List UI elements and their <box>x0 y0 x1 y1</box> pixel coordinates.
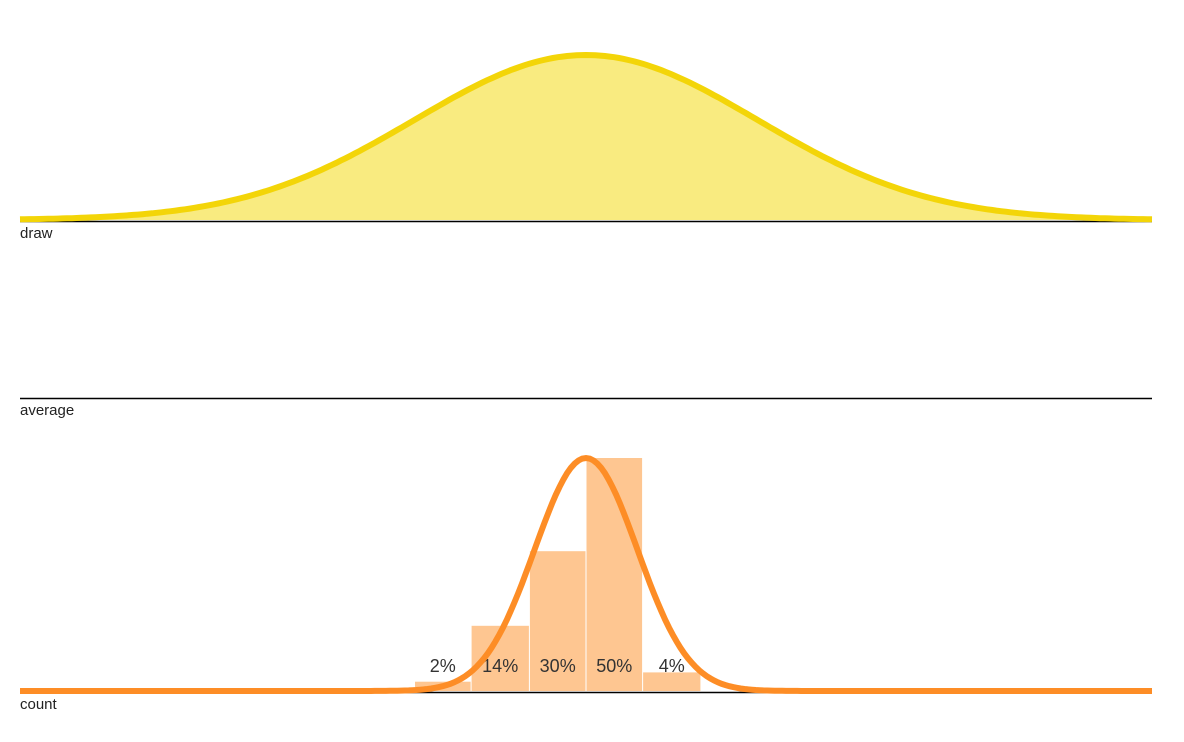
count-label: count <box>20 696 58 713</box>
count-density-curve <box>20 454 1152 694</box>
count-bar-label-0: 2% <box>430 656 456 676</box>
count-panel: 2% 14% 30% 50% 4% count <box>20 454 1152 713</box>
count-bar-label-1: 14% <box>482 656 518 676</box>
count-bar-label-3: 50% <box>596 656 632 676</box>
draw-density-area <box>20 55 1152 220</box>
count-bar-2 <box>529 551 586 691</box>
draw-panel: draw <box>19 51 1153 242</box>
count-bar-label-4: 4% <box>659 656 685 676</box>
count-bar-4 <box>643 672 701 691</box>
draw-density-curve <box>19 51 1153 223</box>
count-bars: 2% 14% 30% 50% 4% <box>415 458 701 691</box>
average-panel: average <box>20 397 1152 419</box>
draw-label: draw <box>20 225 53 242</box>
count-bar-label-2: 30% <box>540 656 576 676</box>
average-label: average <box>20 402 74 419</box>
